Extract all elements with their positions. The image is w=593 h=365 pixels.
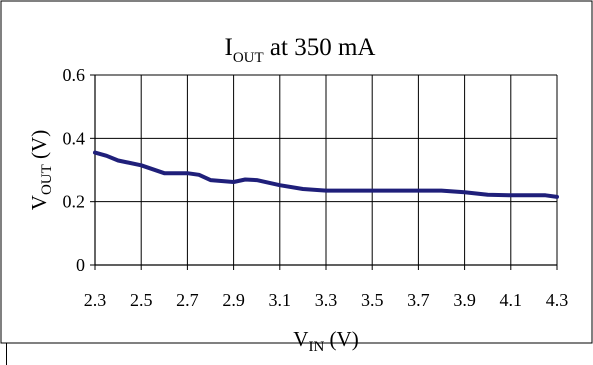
y-axis-label: VOUT (V) [27, 130, 55, 210]
x-tick-label: 3.3 [315, 290, 338, 310]
chart-title: IOUT at 350 mA [225, 34, 376, 66]
axes [90, 74, 558, 270]
y-axis-label-sub: OUT [39, 164, 55, 195]
x-tick-label: 2.9 [222, 290, 245, 310]
x-tick-label: 3.7 [407, 290, 430, 310]
x-tick-label: 3.9 [453, 290, 476, 310]
x-tick-label: 2.7 [176, 290, 199, 310]
x-axis-label-sub: IN [308, 339, 324, 355]
chart-title-sub: OUT [233, 50, 264, 66]
chart-title-main: I [225, 34, 233, 61]
chart-title-rest: at 350 mA [264, 34, 376, 61]
y-axis-label-rest: (V) [27, 130, 51, 164]
x-axis-label-main: V [293, 327, 308, 351]
y-tick-label: 0.2 [63, 192, 86, 212]
y-tick-label: 0.4 [63, 128, 86, 148]
x-tick-label: 4.1 [500, 290, 523, 310]
y-tick-label: 0.6 [63, 65, 86, 85]
series-group [93, 150, 559, 199]
x-tick-label: 3.5 [361, 290, 384, 310]
x-tick-label: 3.1 [269, 290, 292, 310]
x-tick-label: 2.5 [130, 290, 153, 310]
x-tick-label: 4.3 [546, 290, 569, 310]
x-axis-label: VIN (V) [293, 327, 358, 355]
x-tick-label: 2.3 [84, 290, 107, 310]
y-tick-labels: 0 0.2 0.4 0.6 [63, 65, 86, 275]
x-tick-labels: 2.3 2.5 2.7 2.9 3.1 3.3 3.5 3.7 3.9 4.1 4.3 [84, 290, 569, 310]
chart-frame [0, 0, 593, 344]
x-axis-label-rest: (V) [324, 327, 358, 351]
y-axis-label-main: V [27, 195, 51, 210]
y-tick-label: 0 [76, 255, 85, 275]
series-line [93, 150, 559, 199]
